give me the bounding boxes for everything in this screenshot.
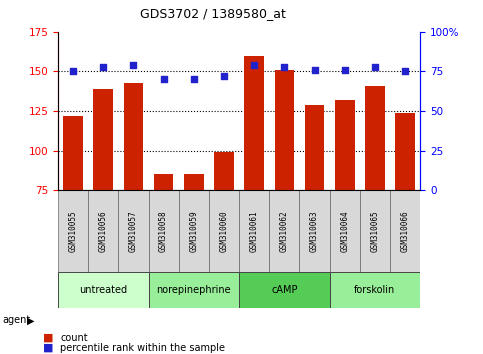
Bar [58,272,149,308]
Point [69,69,77,74]
Bar [154,175,173,309]
Point [160,76,168,82]
Bar [239,190,270,272]
Bar [149,272,239,308]
Point [371,64,379,69]
Text: percentile rank within the sample: percentile rank within the sample [60,343,226,353]
Bar [335,100,355,309]
Bar [149,190,179,272]
Bar [274,70,294,309]
Point [311,67,318,73]
Bar [93,89,113,309]
Point [341,67,349,73]
Text: forskolin: forskolin [355,285,396,295]
Text: GSM310065: GSM310065 [370,210,380,252]
Text: ■: ■ [43,343,54,353]
Text: norepinephrine: norepinephrine [156,285,231,295]
Text: count: count [60,333,88,343]
Bar [179,190,209,272]
Text: GSM310062: GSM310062 [280,210,289,252]
Text: GSM310056: GSM310056 [99,210,108,252]
Bar [209,190,239,272]
Bar [118,190,149,272]
Text: GSM310061: GSM310061 [250,210,259,252]
Bar [365,86,385,309]
Bar [299,190,330,272]
Point [281,64,288,69]
Bar [330,272,420,308]
Bar [360,190,390,272]
Point [190,76,198,82]
Bar [330,190,360,272]
Bar [63,116,83,309]
Text: GSM310055: GSM310055 [69,210,78,252]
Text: GSM310059: GSM310059 [189,210,199,252]
Bar [184,175,204,309]
Text: GSM310066: GSM310066 [400,210,410,252]
Point [220,73,228,79]
Text: GSM310057: GSM310057 [129,210,138,252]
Bar [239,272,330,308]
Bar [390,190,420,272]
Text: untreated: untreated [79,285,128,295]
Bar [58,190,88,272]
Text: GSM310058: GSM310058 [159,210,168,252]
Text: cAMP: cAMP [271,285,298,295]
Point [401,69,409,74]
Bar [395,113,415,309]
Bar [124,82,143,309]
Text: GDS3702 / 1389580_at: GDS3702 / 1389580_at [140,7,285,20]
Text: ▶: ▶ [27,315,34,325]
Bar [88,190,118,272]
Text: agent: agent [2,315,30,325]
Text: ■: ■ [43,333,54,343]
Point [250,62,258,68]
Bar [305,105,325,309]
Bar [214,152,234,309]
Text: GSM310060: GSM310060 [219,210,228,252]
Text: GSM310063: GSM310063 [310,210,319,252]
Text: GSM310064: GSM310064 [340,210,349,252]
Point [129,62,137,68]
Bar [270,190,299,272]
Bar [244,56,264,309]
Point [99,64,107,69]
